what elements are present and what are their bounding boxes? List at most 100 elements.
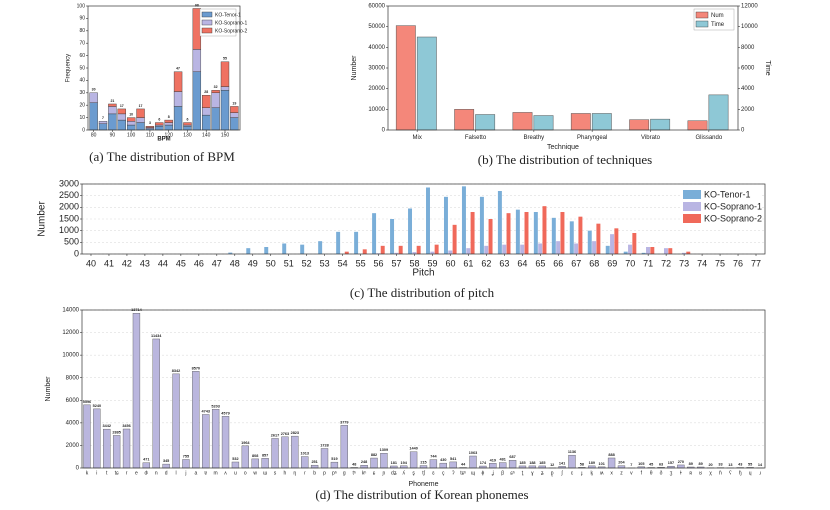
bar xyxy=(542,206,547,254)
x-tick-label: 110 xyxy=(146,132,154,138)
x-tick-label: ʀ xyxy=(689,470,692,476)
bar xyxy=(677,464,685,469)
x-tick-label: ʃ xyxy=(561,470,564,476)
caption: (c) The distribution of pitch xyxy=(350,285,495,300)
x-tick-label: ɦ xyxy=(719,470,722,476)
x-tick-label: ɹ xyxy=(759,470,761,476)
x-tick-label: 42 xyxy=(122,258,132,268)
value-label: 5203 xyxy=(211,404,219,408)
total-label: 6 xyxy=(186,117,188,121)
bar xyxy=(663,248,668,254)
bar xyxy=(192,371,200,469)
x-tick-label: j xyxy=(184,470,186,476)
value-label: 532 xyxy=(232,457,238,461)
bar-segment xyxy=(192,71,202,131)
value-label: 89 xyxy=(699,462,703,466)
x-tick-label: 46 xyxy=(194,258,204,268)
y-tick-label: 1000 xyxy=(59,225,79,235)
x-tick-label: c xyxy=(571,470,574,476)
bar xyxy=(502,244,507,254)
x-tick-label: a xyxy=(194,470,197,476)
x-tick-label: o xyxy=(244,470,247,476)
bar-segment xyxy=(98,121,108,124)
bar-segment xyxy=(117,119,126,131)
y-tick-label: 4000 xyxy=(66,420,80,426)
value-label: 105 xyxy=(638,462,644,466)
caption: (b) The distribution of techniques xyxy=(478,152,653,167)
y-tick-label: 14000 xyxy=(62,308,79,314)
bar xyxy=(508,460,517,469)
bar-segment xyxy=(230,117,239,131)
x-tick-label: p͈ xyxy=(551,470,554,476)
x-tick-label: ɯ xyxy=(263,470,267,476)
bar xyxy=(520,244,525,254)
bar xyxy=(330,461,339,469)
bar-segment xyxy=(220,61,230,87)
bar xyxy=(122,428,131,469)
value-label: 1728 xyxy=(320,443,328,447)
bar-segment xyxy=(155,126,164,131)
bar xyxy=(461,186,466,254)
legend-label: KO-Soprano-1 xyxy=(215,20,247,26)
legend-swatch xyxy=(683,190,701,199)
x-tick-label: ɧ xyxy=(739,470,742,476)
caption: (d) The distribution of Korean phonemes xyxy=(315,487,528,502)
x-tick-label: 51 xyxy=(284,258,294,268)
x-tick-label: ʔ xyxy=(452,470,455,476)
bar xyxy=(628,244,633,254)
x-tick-label: 140 xyxy=(202,132,211,138)
bar-segment xyxy=(136,117,145,123)
legend-swatch xyxy=(683,214,701,223)
bar-segment xyxy=(89,92,98,103)
bar xyxy=(261,458,269,469)
x-tick-label: ɰ xyxy=(471,470,475,476)
bar xyxy=(641,252,646,254)
y2-tick-label: 0 xyxy=(741,128,745,134)
legend-label: Num xyxy=(711,13,724,19)
value-label: 181 xyxy=(391,461,397,465)
y2-tick-label: 12000 xyxy=(741,4,758,10)
bar xyxy=(605,245,610,254)
value-label: 8342 xyxy=(172,369,180,373)
x-tick-label: n xyxy=(155,470,158,476)
bar xyxy=(300,244,305,254)
bar xyxy=(650,118,671,131)
x-tick-label: 52 xyxy=(302,258,312,268)
bar xyxy=(434,244,439,254)
value-label: 20 xyxy=(708,463,712,467)
legend-label: KO-Soprano-1 xyxy=(704,201,762,211)
x-tick-label: dʲ xyxy=(145,470,149,476)
x-tick-label: 47 xyxy=(212,258,222,268)
y2-axis-label: Time xyxy=(764,60,771,75)
bar xyxy=(416,36,437,131)
x-axis-label: Technique xyxy=(547,144,579,151)
y-axis-label: Number xyxy=(37,201,48,237)
bar xyxy=(282,243,287,254)
x-tick-label: ʒ xyxy=(670,470,673,476)
bar xyxy=(533,212,538,254)
x-tick-label: 71 xyxy=(643,258,653,268)
x-tick-label: s͈ xyxy=(412,470,415,476)
total-label: 47 xyxy=(176,67,180,71)
bar xyxy=(443,196,448,254)
x-tick-label: 69 xyxy=(607,258,617,268)
x-tick-label: 44 xyxy=(158,258,168,268)
x-tick-label: 65 xyxy=(535,258,545,268)
x-tick-label: e xyxy=(135,470,138,476)
bar xyxy=(182,459,190,469)
x-tick-label: 72 xyxy=(661,258,671,268)
total-label: 55 xyxy=(223,57,227,61)
x-tick-label: k xyxy=(86,470,89,476)
bar xyxy=(506,213,511,254)
y-tick-label: 0 xyxy=(74,248,79,258)
y2-tick-label: 4000 xyxy=(741,86,755,92)
bar xyxy=(228,252,233,254)
bar xyxy=(607,457,616,469)
y-tick-label: 80 xyxy=(79,28,85,34)
x-tick-label: Mix xyxy=(412,135,421,141)
x-axis-label: Phoneme xyxy=(409,481,439,488)
value-label: 3442 xyxy=(103,424,111,428)
legend-swatch xyxy=(201,27,213,34)
bar xyxy=(395,25,416,131)
bar xyxy=(419,465,428,469)
